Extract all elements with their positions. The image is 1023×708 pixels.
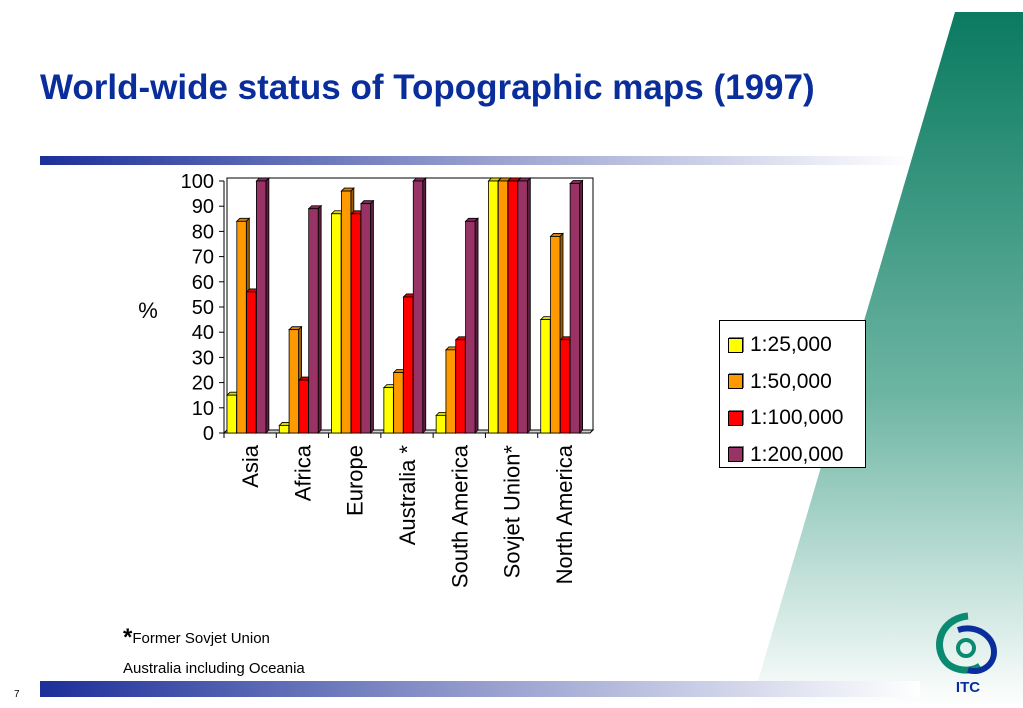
y-tick-label-90: 90 <box>192 196 214 218</box>
bar-side <box>474 217 479 434</box>
green-wedge <box>750 12 1023 708</box>
y-tick-label-60: 60 <box>192 272 214 294</box>
legend-label-3: 1:200,000 <box>750 442 844 466</box>
bar-4-2 <box>455 339 466 434</box>
x-tick-label-4: South America <box>447 444 472 588</box>
x-tick-label-0: Asia <box>238 444 263 488</box>
y-axis-label: % <box>138 298 158 323</box>
bar-side <box>317 204 322 434</box>
bar-2-1 <box>340 190 352 434</box>
legend-label-2: 1:100,000 <box>750 406 844 430</box>
x-tick-label-1: Africa <box>290 444 315 501</box>
bar-side <box>265 177 270 434</box>
bar-5-0 <box>488 180 499 434</box>
x-tick-label-3: Australia * <box>395 445 420 546</box>
legend-item-2: 1:100,000 <box>728 400 865 437</box>
bar-side <box>579 179 584 434</box>
footer-bar <box>40 681 920 697</box>
bar-side <box>370 199 374 434</box>
y-tick-label-0: 0 <box>203 423 214 445</box>
bar-3-0 <box>383 387 394 434</box>
logo-text: ITC <box>956 679 980 696</box>
legend-item-1: 1:50,000 <box>728 364 865 401</box>
bar-5-3 <box>517 180 528 434</box>
bar-0-1 <box>236 220 247 434</box>
x-tick-label-5: Sovjet Union* <box>500 445 525 579</box>
bar-3-2 <box>403 296 414 434</box>
footnote-australia: Australia including Oceania <box>123 660 305 677</box>
chart-legend: 1:25,000 1:50,000 1:100,000 1:200,000 <box>719 320 866 468</box>
bar-6-3 <box>569 183 581 434</box>
page-number: 7 <box>14 689 20 700</box>
bar-6-1 <box>550 236 561 434</box>
slide-title: World-wide status of Topographic maps (1… <box>40 68 815 107</box>
bar-2-2 <box>350 213 362 434</box>
bar-3-3 <box>412 180 424 434</box>
y-tick-label-30: 30 <box>192 347 214 369</box>
x-tick-label-6: North America <box>552 444 577 584</box>
bar-1-3 <box>308 208 319 434</box>
legend-label-0: 1:25,000 <box>750 333 832 357</box>
bar-0-0 <box>226 394 237 434</box>
bar-0-2 <box>246 291 257 434</box>
bar-side <box>422 177 427 434</box>
bar-3-1 <box>393 372 404 434</box>
bar-5-2 <box>507 180 518 434</box>
bar-1-1 <box>288 329 299 434</box>
legend-label-1: 1:50,000 <box>750 369 832 393</box>
legend-swatch-1 <box>728 374 743 390</box>
legend-item-3: 1:200,000 <box>728 437 865 474</box>
bar-4-1 <box>445 349 456 434</box>
bar-4-3 <box>465 220 476 434</box>
legend-swatch-0 <box>728 337 743 353</box>
y-tick-label-20: 20 <box>192 373 214 395</box>
itc-logo: ITC <box>936 612 998 696</box>
y-tick-label-100: 100 <box>181 171 214 193</box>
bar-1-2 <box>298 379 309 434</box>
y-tick-label-40: 40 <box>192 322 214 344</box>
legend-item-0: 1:25,000 <box>728 327 865 364</box>
y-tick-label-70: 70 <box>192 247 214 269</box>
bar-4-0 <box>435 414 447 434</box>
bar-6-0 <box>540 319 551 434</box>
bar-side <box>526 177 531 434</box>
footnote-soviet: *Former Sovjet Union <box>123 624 270 652</box>
footnote-asterisk: * <box>123 624 133 651</box>
legend-swatch-3 <box>728 447 743 463</box>
legend-swatch-2 <box>728 410 743 426</box>
x-tick-label-2: Europe <box>343 445 368 516</box>
bar-1-0 <box>278 425 290 434</box>
bar-2-3 <box>360 203 371 434</box>
bar-2-0 <box>331 213 342 434</box>
bar-6-2 <box>559 339 571 434</box>
y-tick-label-10: 10 <box>192 398 214 420</box>
bar-0-3 <box>255 180 267 434</box>
bar-5-1 <box>497 180 509 434</box>
y-tick-label-80: 80 <box>192 221 214 243</box>
y-tick-label-50: 50 <box>192 297 214 319</box>
title-underline-bar <box>40 156 910 165</box>
footnote-soviet-text: Former Sovjet Union <box>132 630 270 647</box>
